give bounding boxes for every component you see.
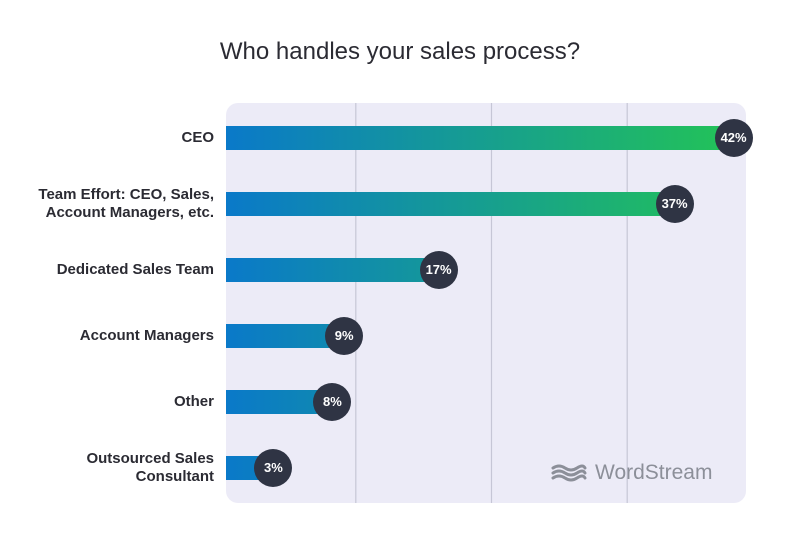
value-label: 37% bbox=[655, 185, 694, 223]
category-label-line: Account Managers bbox=[79, 327, 214, 344]
category-label: Other bbox=[14, 393, 214, 411]
category-label: Outsourced Sales Consultant bbox=[14, 450, 214, 486]
category-label: CEO bbox=[14, 129, 214, 147]
wordstream-logo: WordStream bbox=[551, 461, 712, 485]
category-label-line: Other bbox=[173, 393, 214, 410]
chart-title: Who handles your sales process? bbox=[219, 38, 581, 65]
value-label: 8% bbox=[313, 383, 352, 421]
category-label: Dedicated Sales Team bbox=[14, 261, 214, 279]
category-label-line: CEO bbox=[181, 129, 214, 146]
category-label: Team Effort: CEO, Sales, Account Managers… bbox=[14, 186, 214, 222]
value-label: 42% bbox=[714, 119, 753, 157]
wordstream-logo-text: WordStream bbox=[595, 461, 713, 484]
category-label-line: Account Managers, etc. bbox=[45, 204, 214, 221]
category-label-line: Outsourced Sales bbox=[86, 450, 214, 467]
wordstream-waves-icon bbox=[551, 464, 587, 482]
value-label: 17% bbox=[419, 251, 458, 289]
category-label-line: Team Effort: CEO, Sales, bbox=[38, 186, 214, 203]
category-label-line: Consultant bbox=[135, 468, 214, 485]
category-label-line: Dedicated Sales Team bbox=[56, 261, 214, 278]
value-label: 3% bbox=[254, 449, 293, 487]
category-label: Account Managers bbox=[14, 327, 214, 345]
value-label: 9% bbox=[325, 317, 364, 355]
plot-area bbox=[226, 103, 746, 503]
